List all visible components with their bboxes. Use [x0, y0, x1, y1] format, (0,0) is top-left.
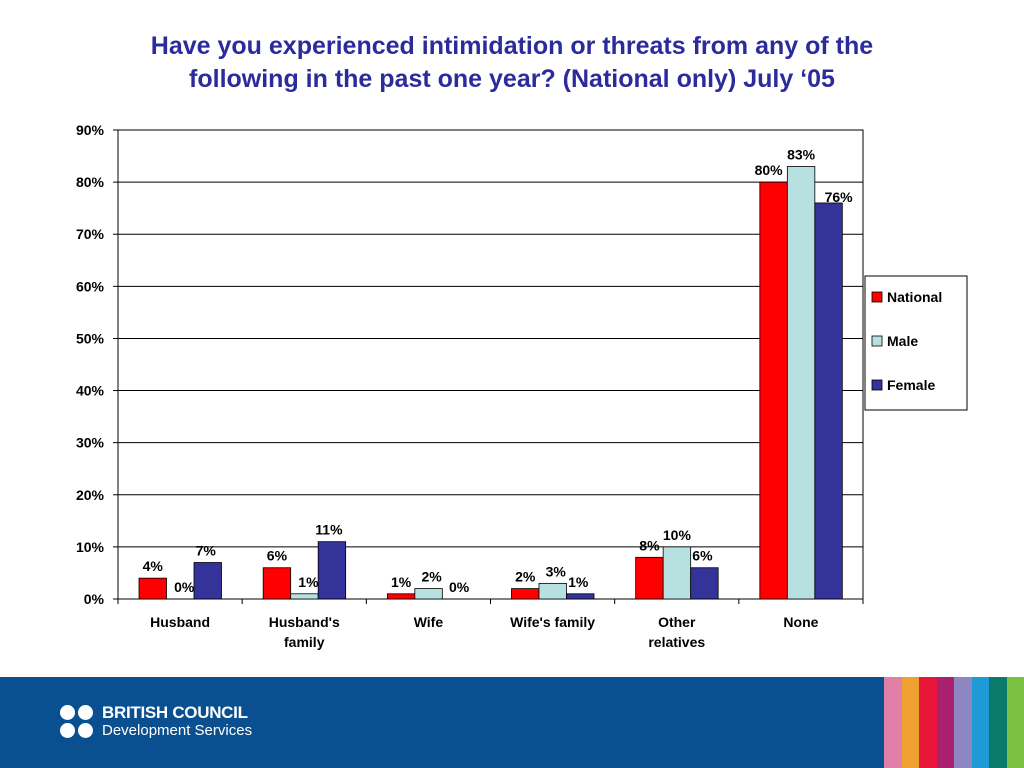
data-label: 10%: [663, 527, 692, 543]
stripe-4: [936, 677, 954, 768]
bar-male: [414, 588, 443, 600]
data-label: 1%: [298, 574, 319, 590]
y-tick-label: 80%: [76, 174, 105, 190]
x-tick-label: Wife: [414, 614, 444, 630]
stripe-8: [1006, 677, 1024, 768]
bar-female: [814, 202, 843, 600]
bar-national: [262, 567, 292, 600]
bar-chart: 0% 10% 20% 30% 40% 50% 60% 70% 80% 90% Husband 4% 0%…: [76, 122, 968, 650]
stripe-3: [919, 677, 937, 768]
legend-swatch-national: [871, 291, 883, 303]
bar-male: [290, 593, 319, 600]
data-label: 0%: [449, 579, 470, 595]
legend-label-male: Male: [887, 333, 918, 349]
x-tick-label: Husband: [150, 614, 210, 630]
x-tick-label: Wife's family: [510, 614, 595, 630]
data-label: 6%: [692, 548, 713, 564]
data-label: 1%: [391, 574, 412, 590]
legend-swatch-female: [871, 379, 883, 391]
data-label: 80%: [755, 162, 784, 178]
bar-national: [635, 556, 664, 600]
brand-name: BRITISH COUNCIL: [102, 703, 248, 722]
data-label: 6%: [267, 548, 288, 564]
title-line-1: Have you experienced intimidation or thr…: [150, 32, 874, 60]
y-tick-label: 30%: [76, 435, 105, 451]
legend-swatch-male: [871, 335, 883, 347]
y-tick-label: 40%: [76, 383, 105, 399]
stripe-2: [901, 677, 919, 768]
data-label: 4%: [143, 558, 164, 574]
x-tick-label: Other relatives: [648, 614, 705, 650]
y-tick-label: 60%: [76, 278, 105, 294]
title-line-2: following in the past one year? (Nationa…: [189, 65, 835, 93]
stripe-5: [954, 677, 972, 768]
footer-bar: BRITISH COUNCIL Development Services: [0, 677, 1024, 768]
bar-male: [786, 166, 816, 600]
british-council-logo: BRITISH COUNCIL Development Services: [60, 704, 252, 740]
y-tick-label: 70%: [76, 226, 105, 242]
x-tick-label: Husband's family: [269, 614, 340, 650]
bar-national: [386, 593, 416, 600]
chart-title: Have you experienced intimidation or thr…: [60, 30, 964, 96]
y-tick-label: 50%: [76, 330, 105, 346]
bar-male: [538, 582, 567, 600]
data-label: 83%: [787, 146, 816, 162]
bar-national: [511, 588, 540, 600]
stripe-7: [989, 677, 1007, 768]
data-label: 1%: [568, 574, 589, 590]
plot-area: [117, 129, 864, 600]
x-tick-label: None: [783, 614, 818, 630]
legend-label-national: National: [887, 289, 942, 305]
data-label: 3%: [546, 563, 567, 579]
stripe-6: [971, 677, 989, 768]
brand-subtitle: Development Services: [102, 722, 253, 739]
logo-dots-icon: [60, 705, 94, 739]
y-tick-label: 90%: [76, 122, 105, 138]
y-tick-label: 0%: [84, 591, 105, 607]
data-label: 0%: [174, 579, 195, 595]
data-label: 76%: [825, 189, 854, 205]
bar-male: [662, 546, 692, 600]
bar-female: [690, 567, 719, 600]
data-label: 8%: [639, 537, 660, 553]
data-label: 2%: [515, 569, 536, 585]
y-tick-label: 10%: [76, 539, 105, 555]
legend-label-female: Female: [887, 377, 935, 393]
bar-national: [759, 181, 788, 600]
bar-female: [317, 541, 347, 600]
y-tick-label: 20%: [76, 487, 105, 503]
bar-female: [193, 562, 222, 600]
bar-national: [138, 577, 167, 600]
stripe-1: [884, 677, 902, 768]
bar-female: [566, 593, 595, 600]
data-label: 11%: [315, 522, 343, 538]
color-stripes: [884, 677, 1024, 768]
data-label: 7%: [196, 543, 217, 559]
data-label: 2%: [421, 569, 442, 585]
